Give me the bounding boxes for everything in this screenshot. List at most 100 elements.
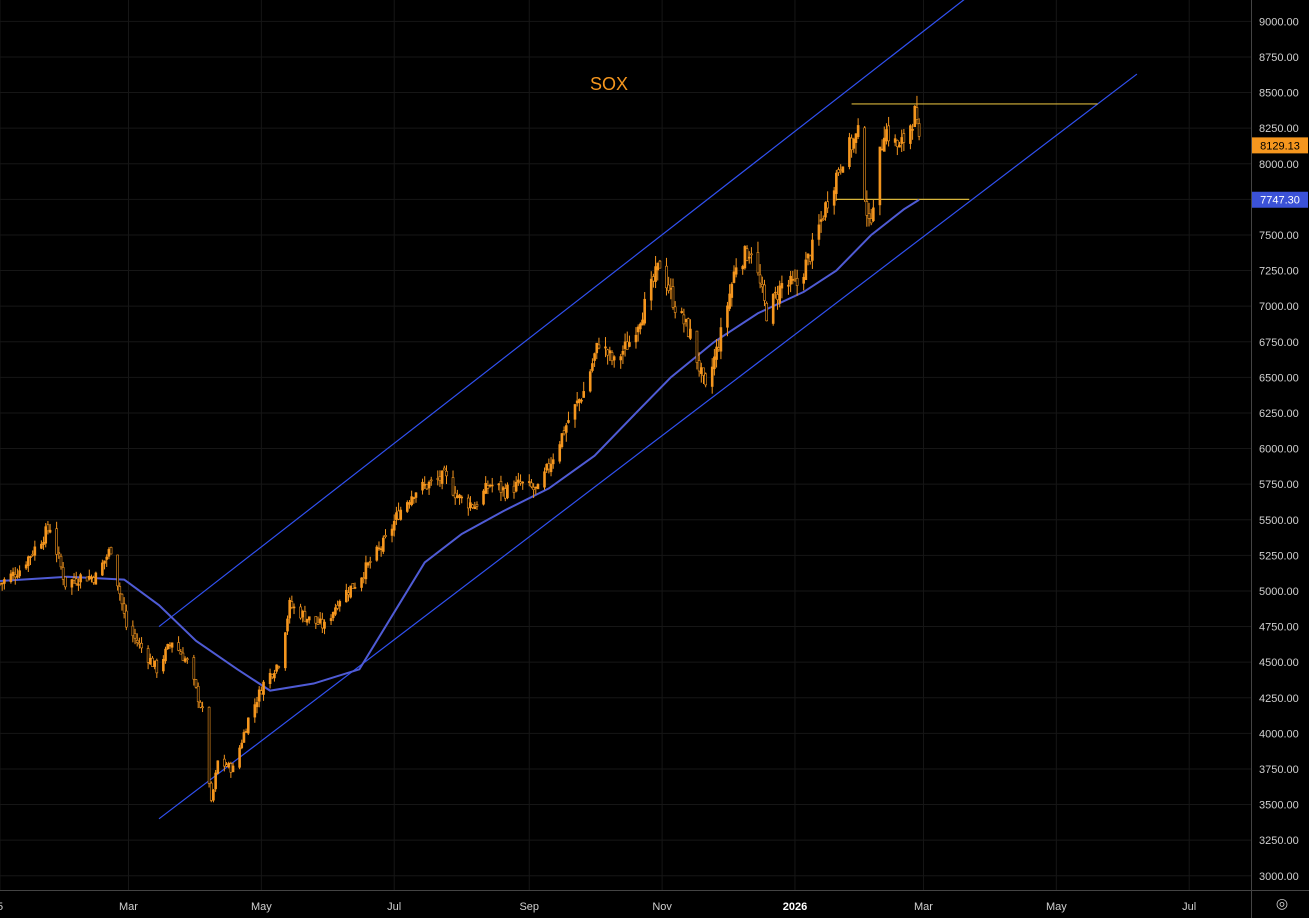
candle	[61, 562, 65, 586]
trendline-channel-upper	[158, 0, 965, 628]
candle	[710, 358, 714, 394]
candle	[686, 317, 690, 338]
candle	[240, 739, 244, 750]
candle-body	[133, 633, 137, 639]
candle	[24, 561, 28, 570]
candle-body	[917, 123, 921, 137]
candle-body	[427, 481, 431, 489]
candle-body	[122, 603, 126, 614]
candle-body	[667, 284, 670, 291]
candle	[621, 345, 625, 364]
candle	[196, 682, 200, 709]
candle-body	[848, 137, 851, 167]
candle	[288, 597, 291, 624]
candle-body	[760, 284, 764, 288]
candle-body	[255, 702, 259, 708]
candle-body	[702, 367, 705, 376]
candle-body	[412, 497, 416, 499]
candle	[530, 479, 533, 489]
candle	[887, 116, 890, 147]
chart-title: SOX	[590, 74, 628, 94]
candle	[349, 585, 352, 599]
candle-body	[216, 760, 220, 774]
candle	[209, 781, 213, 803]
candle	[765, 301, 768, 322]
candle-body	[817, 224, 821, 240]
candle-body	[59, 555, 63, 568]
candle	[275, 664, 278, 674]
candle-body	[27, 556, 30, 567]
candle	[597, 337, 601, 350]
candle	[486, 480, 490, 495]
candle-body	[223, 758, 226, 767]
trendline-channel-lower	[158, 73, 1138, 820]
candle-body	[229, 763, 233, 773]
candle-body	[821, 218, 825, 220]
gear-icon[interactable]: ◎	[1275, 896, 1289, 912]
candle-body	[201, 706, 204, 709]
candle	[713, 348, 716, 376]
candle	[852, 137, 856, 153]
candle	[567, 411, 570, 424]
candle	[841, 166, 845, 173]
x-tick-label: Mar	[914, 901, 933, 913]
candle	[728, 284, 731, 312]
candle	[551, 453, 555, 469]
candle-body	[880, 148, 884, 151]
candle	[94, 571, 98, 585]
candle-body	[697, 360, 701, 372]
candle-body	[303, 611, 307, 622]
candle-body	[135, 639, 139, 643]
candle-body	[460, 496, 464, 499]
candle-body	[652, 276, 655, 282]
y-tick-label: 5000.00	[1259, 586, 1299, 598]
candle	[140, 637, 143, 654]
candle-body	[527, 481, 531, 483]
price-badge	[1252, 137, 1308, 154]
x-axis[interactable]: 5 Mar May Jul Sep Nov 2026 Mar May Jul	[0, 901, 1196, 913]
candle	[872, 199, 875, 223]
candle	[443, 465, 446, 471]
candle-body	[826, 201, 829, 209]
candle-body	[745, 248, 749, 261]
candle-body	[268, 672, 272, 684]
candle	[667, 276, 670, 294]
candle-body	[530, 482, 533, 488]
candle	[135, 633, 139, 647]
candle	[390, 524, 394, 543]
candle-body	[578, 399, 581, 403]
candle-body	[423, 483, 427, 486]
candle-body	[284, 632, 287, 669]
y-axis[interactable]: 3000.00 3250.00 3500.00 3750.00 4000.00 4250.…	[1259, 16, 1299, 882]
candle	[242, 729, 246, 743]
candle-body	[562, 430, 566, 435]
candle-body	[453, 492, 457, 499]
candle-body	[164, 648, 167, 662]
candle-body	[514, 481, 518, 492]
trendlines[interactable]	[158, 0, 1138, 820]
candle	[811, 232, 814, 269]
candle	[573, 403, 577, 428]
price-badges: 8129.13 7747.30	[1252, 137, 1308, 208]
candle	[384, 529, 387, 539]
candle-body	[209, 782, 213, 801]
candle	[743, 245, 747, 270]
candle	[214, 769, 217, 792]
candle-body	[445, 470, 448, 477]
candle	[146, 645, 150, 670]
candle-body	[0, 583, 2, 585]
x-tick-label: Jul	[387, 901, 401, 913]
candle-body	[212, 789, 215, 801]
candle-body	[31, 553, 34, 556]
candle-body	[802, 276, 805, 284]
candle-body	[909, 125, 912, 144]
candle	[804, 251, 808, 281]
candle	[440, 470, 444, 490]
candle	[412, 496, 416, 504]
candle	[216, 760, 220, 775]
candle-body	[778, 285, 782, 304]
candle	[750, 247, 753, 264]
candle	[619, 353, 623, 369]
candle	[103, 560, 106, 570]
